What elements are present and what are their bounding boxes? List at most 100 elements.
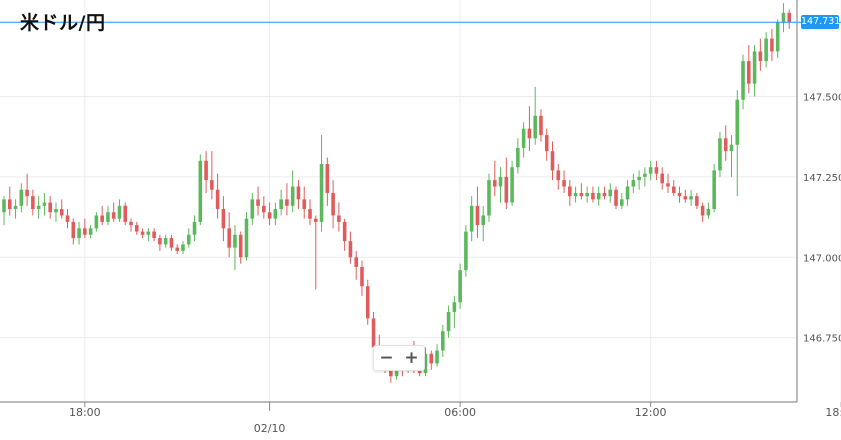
- candle-body: [36, 205, 41, 210]
- candle-body: [100, 215, 104, 222]
- candle-body: [683, 196, 688, 200]
- candle-body: [596, 192, 601, 200]
- y-tick-label: 146.750: [803, 334, 841, 345]
- zoom-control: − +: [373, 345, 425, 371]
- candle-body: [619, 199, 624, 206]
- candle-body: [285, 199, 289, 206]
- candle-body: [389, 369, 393, 377]
- candle-body: [752, 51, 757, 84]
- candle-body: [498, 176, 503, 187]
- candle-body: [637, 176, 641, 181]
- candle-body: [504, 176, 509, 203]
- candle-body: [568, 186, 572, 197]
- candle-body: [723, 138, 728, 152]
- candle-body: [695, 196, 699, 206]
- candle-body: [435, 350, 439, 364]
- candle-body: [458, 270, 462, 303]
- candle-body: [331, 192, 335, 216]
- candle-body: [764, 38, 768, 62]
- x-tick-label: 02/10: [254, 422, 286, 435]
- candle-body: [648, 167, 653, 174]
- candle-body: [446, 311, 451, 332]
- candle-body: [729, 144, 734, 152]
- candle-body: [135, 225, 139, 232]
- candle-body: [342, 221, 347, 242]
- candle-body: [481, 215, 486, 226]
- candle-body: [464, 231, 468, 271]
- candle-body: [83, 228, 87, 235]
- candle-body: [429, 353, 434, 364]
- zoom-in-button[interactable]: +: [404, 348, 419, 368]
- candle-body: [192, 221, 197, 235]
- candle-body: [579, 192, 584, 197]
- candle-body: [521, 128, 526, 148]
- candle-body: [337, 215, 341, 222]
- candle-body: [544, 135, 549, 152]
- candle-body: [712, 170, 716, 210]
- candle-body: [469, 205, 474, 232]
- candle-body: [608, 189, 613, 197]
- candle-body: [59, 209, 64, 216]
- candle-body: [781, 12, 786, 23]
- candle-body: [313, 218, 318, 222]
- candle-body: [371, 318, 376, 348]
- candle-body: [25, 189, 29, 197]
- candle-body: [71, 221, 76, 238]
- candle-body: [539, 115, 543, 136]
- candle-body: [666, 183, 670, 187]
- candle-body: [117, 205, 122, 219]
- chart-title: 米ドル/円: [20, 12, 106, 34]
- y-tick-label: 147.000: [803, 253, 841, 264]
- candle-body: [325, 164, 330, 193]
- candle-body: [654, 167, 659, 174]
- candle-body: [42, 202, 47, 206]
- candle-body: [770, 38, 774, 52]
- candle-body: [267, 212, 272, 219]
- candle-body: [700, 205, 705, 216]
- candle-body: [296, 186, 301, 200]
- candle-body: [158, 237, 162, 245]
- candle-body: [758, 51, 763, 62]
- candle-body: [527, 128, 532, 139]
- candle-body: [487, 180, 491, 216]
- candle-body: [516, 147, 520, 168]
- candle-body: [54, 209, 58, 213]
- zoom-out-button[interactable]: −: [379, 348, 394, 368]
- candle-body: [238, 234, 243, 258]
- candle-body: [591, 192, 595, 200]
- candle-body: [94, 215, 99, 229]
- candle-body: [510, 167, 514, 203]
- candle-body: [741, 61, 745, 100]
- candle-body: [106, 212, 110, 222]
- candle-body: [163, 237, 168, 245]
- candle-body: [175, 247, 180, 251]
- candle-body: [718, 138, 722, 171]
- candle-body: [573, 192, 578, 197]
- candle-body: [233, 234, 237, 248]
- candle-body: [677, 192, 682, 197]
- x-tick-label: 06:00: [444, 406, 476, 419]
- candle-body: [602, 192, 607, 197]
- candle-body: [747, 61, 751, 84]
- x-tick-label: 18:00: [69, 406, 101, 419]
- candle-body: [452, 302, 457, 312]
- candle-body: [360, 266, 364, 287]
- candle-body: [354, 257, 358, 267]
- candle-body: [735, 99, 740, 145]
- candle-body: [227, 228, 231, 248]
- candle-body: [631, 180, 636, 187]
- candle-body: [2, 199, 6, 213]
- candle-body: [262, 205, 266, 213]
- y-tick-label: 147.250: [803, 173, 841, 184]
- candle-body: [88, 228, 93, 235]
- candle-body: [210, 180, 214, 190]
- candle-body: [365, 286, 370, 319]
- current-price-tag: 147.731: [801, 15, 841, 30]
- y-tick-label: 147.500: [803, 92, 841, 103]
- candle-body: [250, 199, 255, 219]
- candle-body: [65, 215, 70, 222]
- candle-body: [221, 209, 226, 229]
- candle-body: [706, 209, 711, 216]
- candle-body: [614, 189, 618, 206]
